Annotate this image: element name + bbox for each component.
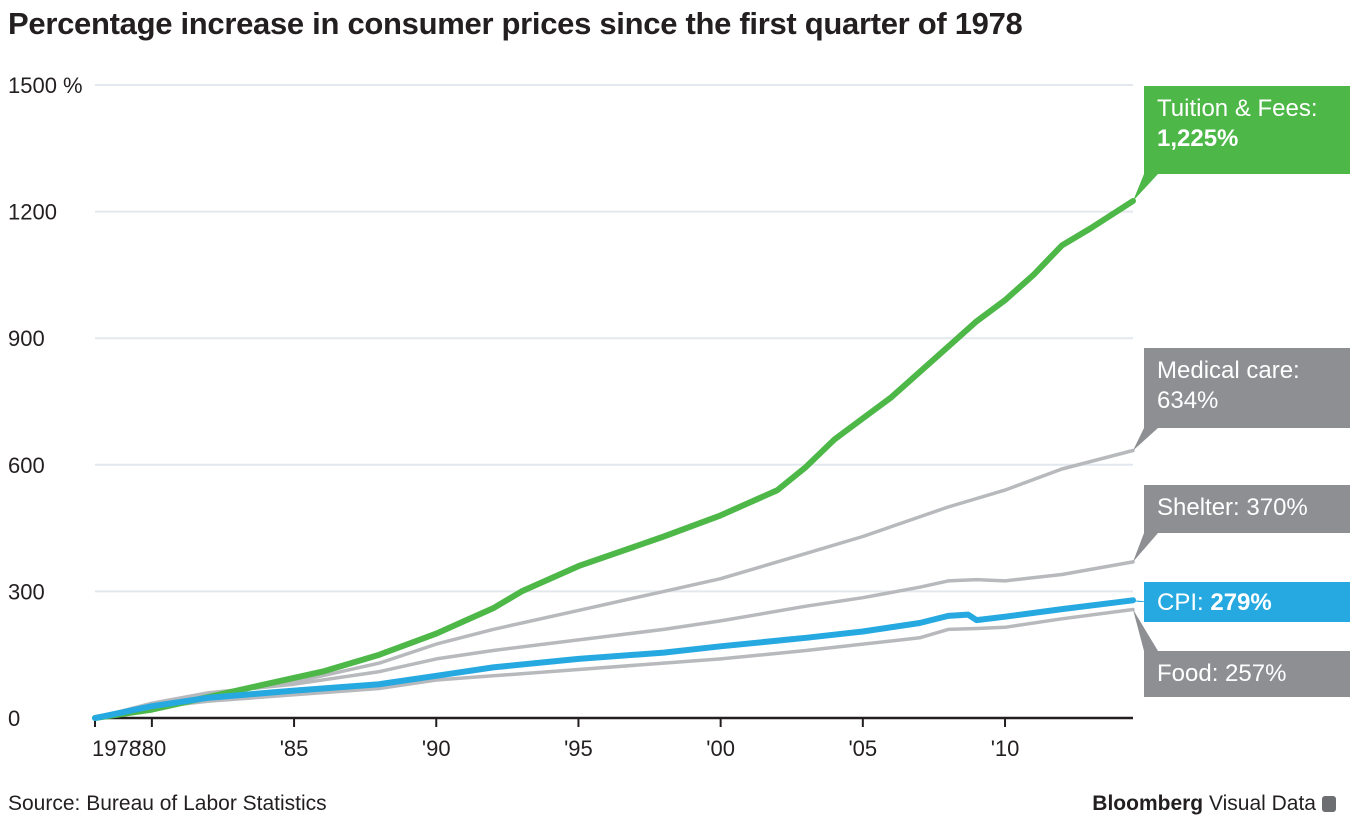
x-tick-label: '10 [991,736,1020,761]
x-tick-label: '95 [564,736,593,761]
callout-cpi: CPI: 279% [1144,582,1350,622]
callout-food: Food: 257% [1144,651,1350,697]
y-tick-label: 900 [8,326,45,351]
x-tick-label: '00 [706,736,735,761]
y-tick-label: 300 [8,579,45,604]
x-tick-label: '80 [138,736,167,761]
x-tick-label: '05 [848,736,877,761]
series-line-food [95,610,1133,719]
callout-medical-value: 634% [1157,386,1350,416]
y-axis-ticks: 0 300 600 900 1200 1500 % [8,73,83,731]
callout-shelter-value: 370% [1246,494,1307,521]
y-tick-label: 1200 [8,200,57,225]
series-lines [95,201,1133,718]
source-note: Source: Bureau of Labor Statistics [8,792,327,816]
series-line-medical-care [95,451,1133,719]
bloomberg-logo-icon [1322,796,1336,812]
y-tick-label: 1500 % [8,73,83,98]
callout-food-label: Food: [1157,660,1225,687]
brand-name: Bloomberg [1092,792,1203,815]
x-tick-label: '90 [422,736,451,761]
callout-pointer-medical-care [1133,428,1158,451]
grid-lines [95,85,1133,591]
y-tick-label: 600 [8,453,45,478]
callout-tuition-fees: Tuition & Fees: 1,225% [1144,86,1350,174]
series-line-tuition-fees [95,201,1133,718]
y-tick-label: 0 [8,706,20,731]
callout-shelter-label: Shelter: [1157,494,1246,521]
x-tick-label: 1978 [92,736,141,761]
callout-medical-care: Medical care: 634% [1144,348,1350,428]
callout-tuition-label: Tuition & Fees: [1157,94,1350,124]
callout-pointer-tuition-fees [1133,174,1158,201]
brand-suffix: Visual Data [1203,792,1316,815]
callout-pointer-shelter [1133,533,1158,562]
x-axis: 1978'80 '85 '90 '95 '00 '05 '10 [92,718,1133,761]
series-line-cpi [95,600,1133,718]
callout-shelter: Shelter: 370% [1144,485,1350,533]
bloomberg-brand: Bloomberg Visual Data [1092,792,1336,816]
callout-cpi-label: CPI: [1157,589,1210,616]
x-tick-label: '85 [280,736,309,761]
callout-cpi-value: 279% [1210,589,1271,616]
callout-food-value: 257% [1225,660,1286,687]
callout-medical-label: Medical care: [1157,356,1350,386]
callout-tuition-value: 1,225% [1157,125,1238,152]
